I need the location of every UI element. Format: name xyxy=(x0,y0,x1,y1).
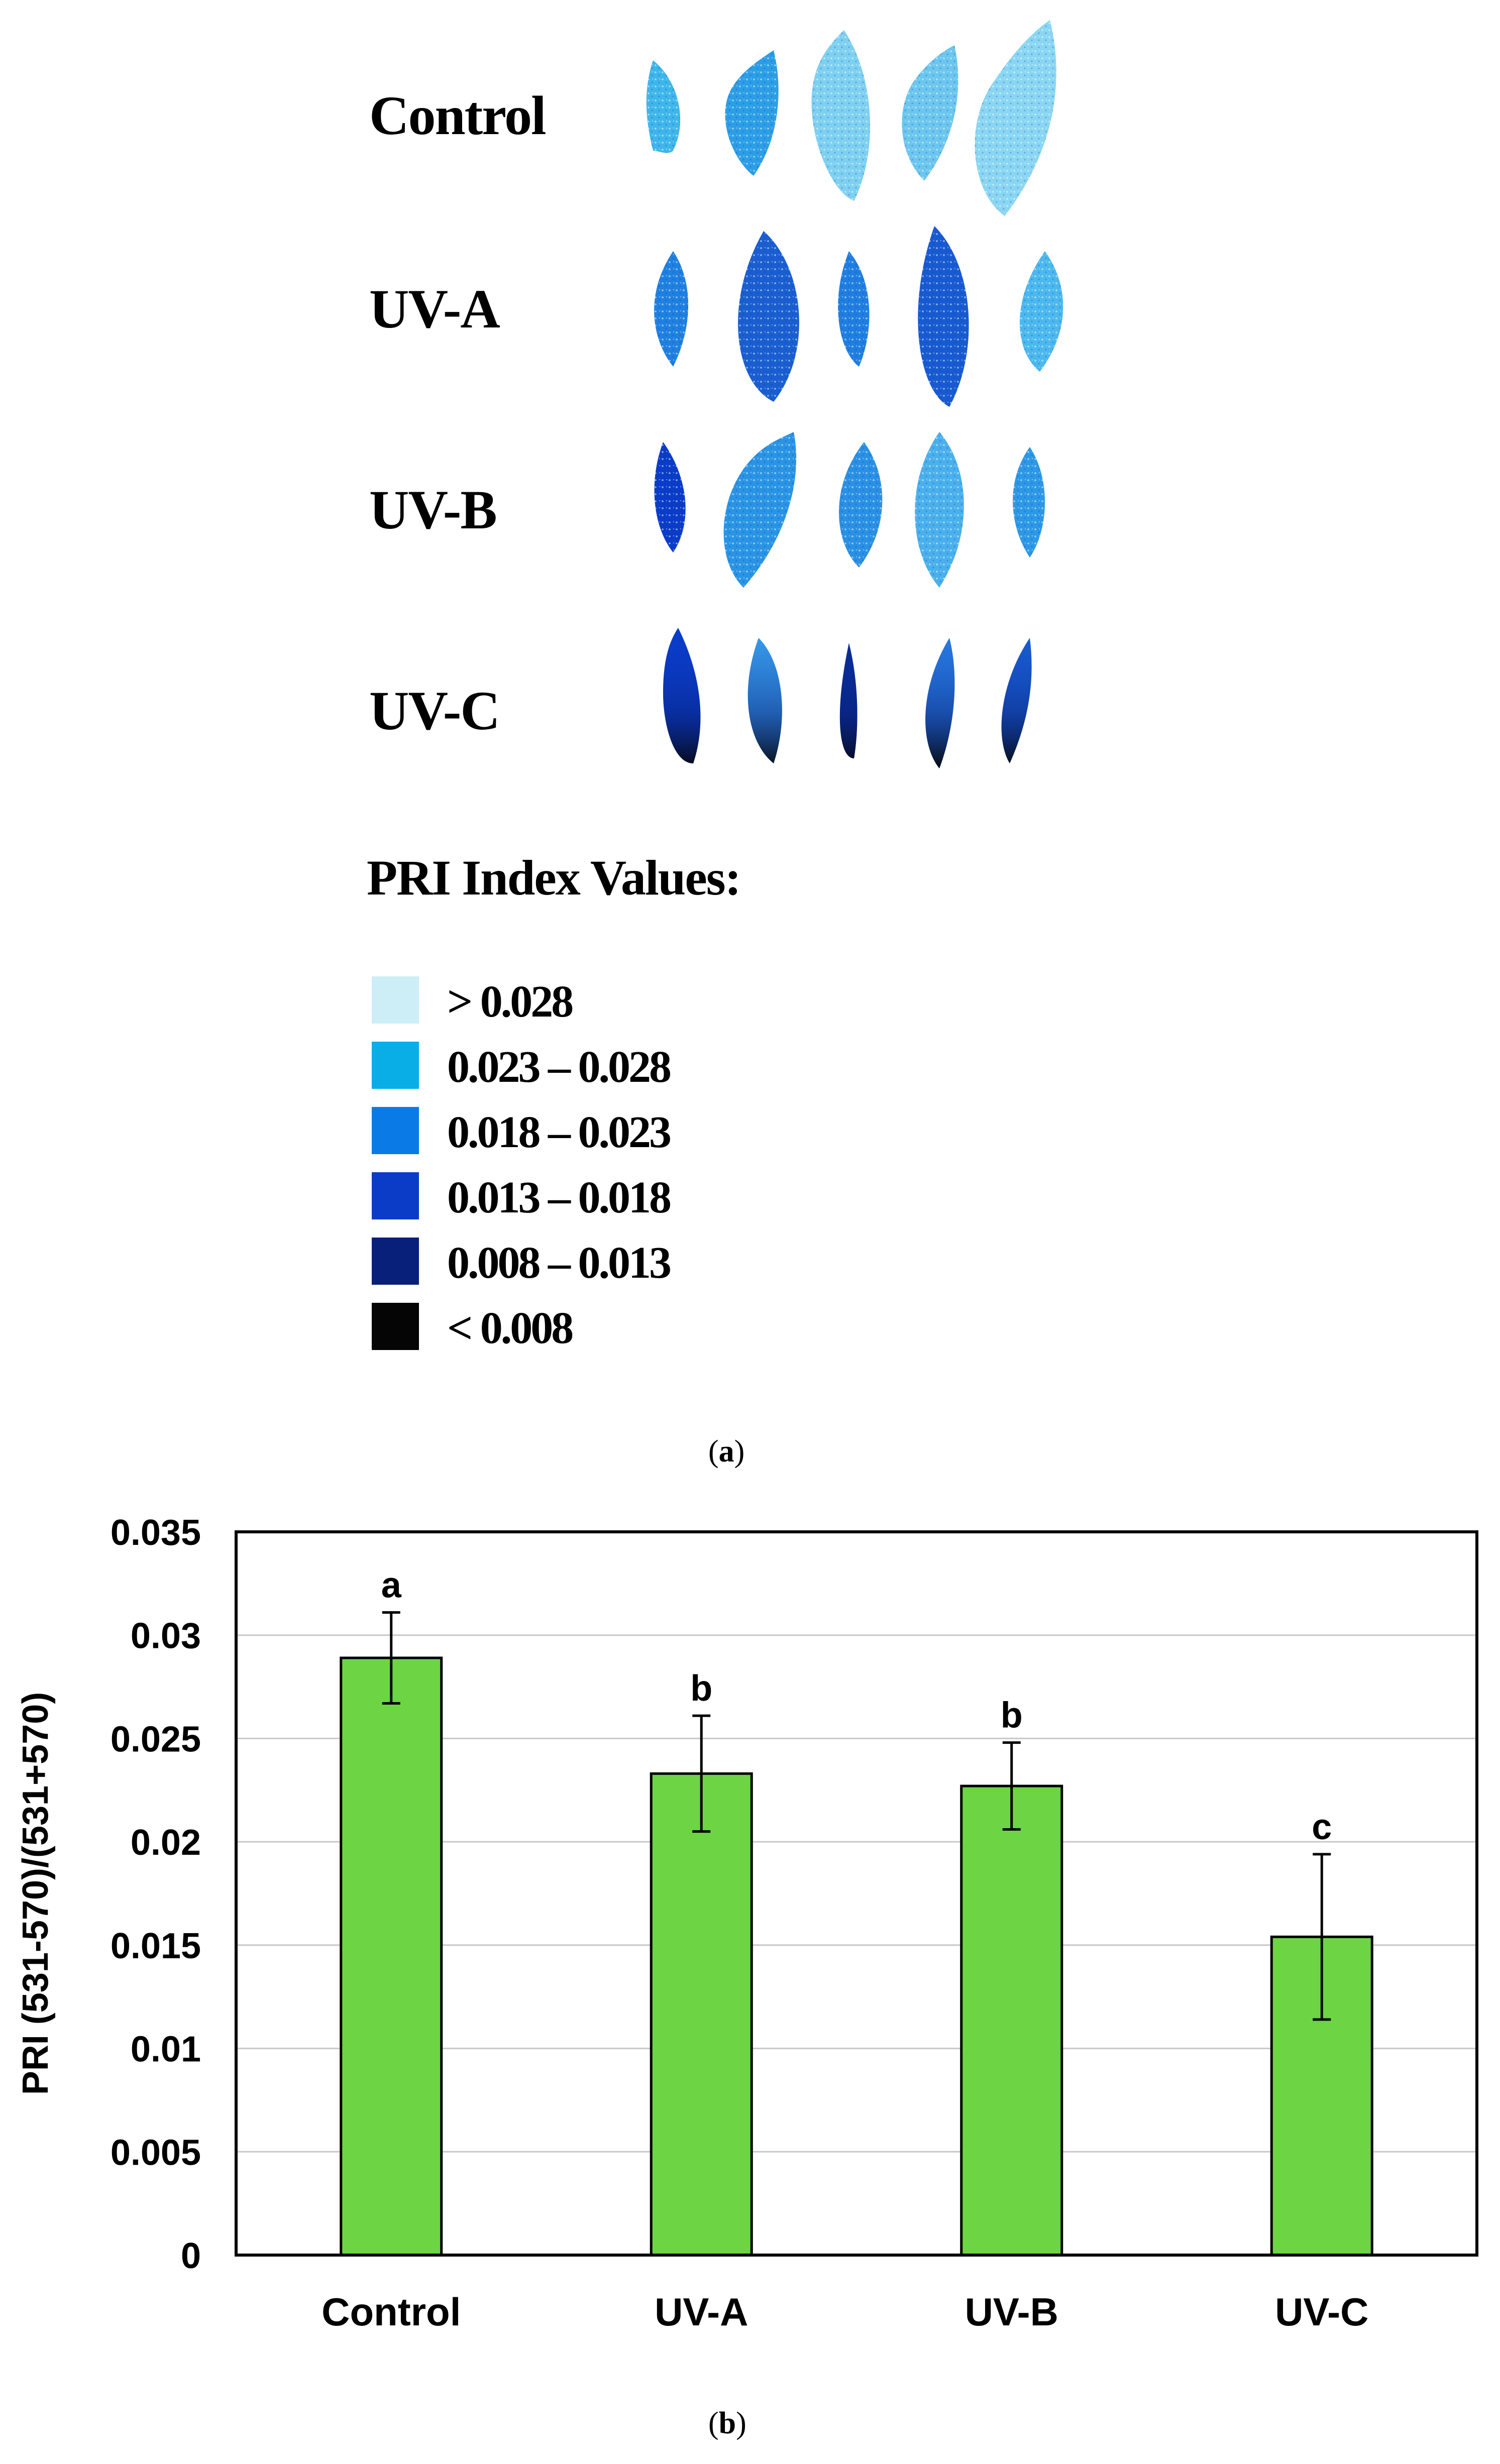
leaf-pri-figure: Control UV-A UV-B UV-C xyxy=(367,20,1063,1353)
legend-label: 0.008 – 0.013 xyxy=(447,1238,672,1288)
significance-letter: b xyxy=(690,1668,712,1709)
legend-label: 0.018 – 0.023 xyxy=(447,1107,672,1157)
pri-bar-chart: a Control b UV-A b UV-B c UV-C 0 0.005 0.01 0.015 0.… xyxy=(16,1513,1478,2334)
bar xyxy=(340,1656,443,2257)
leaf-row-uv-b xyxy=(654,432,1045,588)
bar xyxy=(650,1772,753,2257)
y-tick-label: 0.025 xyxy=(111,1719,201,1759)
x-tick-label: UV-C xyxy=(1275,2290,1368,2334)
legend-swatch xyxy=(372,1042,419,1089)
legend-swatch xyxy=(372,1238,419,1285)
y-tick-label: 0.035 xyxy=(111,1513,201,1553)
row-label-uv-a: UV-A xyxy=(369,278,500,340)
leaf-row-control xyxy=(646,20,1056,216)
y-tick-label: 0.015 xyxy=(111,1926,201,1966)
legend-label: 0.013 – 0.018 xyxy=(447,1173,672,1222)
bar xyxy=(960,1784,1063,2257)
x-tick-label: UV-B xyxy=(965,2290,1058,2334)
panel-b-letter: b xyxy=(718,2406,736,2440)
leaf-row-uv-a xyxy=(654,226,1063,407)
legend-label: < 0.008 xyxy=(447,1303,574,1353)
legend-swatch xyxy=(372,1107,419,1154)
y-tick-label: 0.03 xyxy=(131,1616,201,1656)
row-label-control: Control xyxy=(369,85,547,146)
leaf-row-uv-c xyxy=(663,628,1032,768)
x-tick-label: UV-A xyxy=(655,2290,748,2334)
plot-frame xyxy=(235,1530,1478,2257)
legend-swatch xyxy=(372,1172,419,1219)
panel-a-caption: (a) xyxy=(708,1434,745,1469)
y-tick-label: 0.01 xyxy=(131,2030,201,2070)
significance-letter: a xyxy=(381,1565,402,1605)
legend-swatch xyxy=(372,1303,419,1350)
legend-title: PRI Index Values: xyxy=(367,850,741,906)
panel-a-letter: a xyxy=(718,1434,734,1469)
legend-label: > 0.028 xyxy=(447,977,574,1027)
legend-label: 0.023 – 0.028 xyxy=(447,1042,672,1092)
leaf-images xyxy=(646,20,1063,768)
significance-letter: c xyxy=(1312,1807,1332,1847)
row-label-uv-c: UV-C xyxy=(369,680,500,741)
y-tick-label: 0.005 xyxy=(111,2133,201,2173)
panel-b-caption: (b) xyxy=(708,2406,746,2440)
significance-letter: b xyxy=(1001,1696,1023,1736)
x-tick-label: Control xyxy=(322,2290,461,2334)
y-axis-label: PRI (531-570)/(531+570) xyxy=(16,1692,56,2095)
y-tick-label: 0.02 xyxy=(131,1823,201,1863)
y-tick-label: 0 xyxy=(181,2236,201,2276)
legend-swatch xyxy=(372,976,419,1024)
row-label-uv-b: UV-B xyxy=(369,479,497,540)
